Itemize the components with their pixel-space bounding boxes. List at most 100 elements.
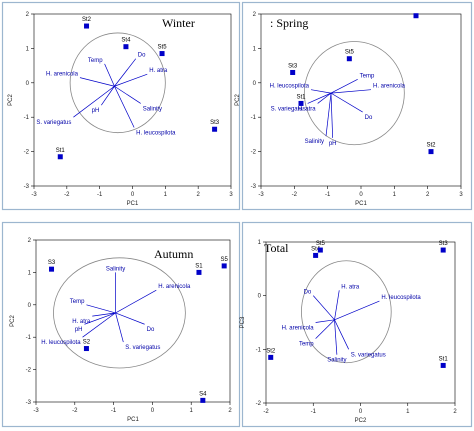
loading-vector-do: [115, 312, 145, 325]
site-point-st1: [440, 362, 446, 368]
variable-label-do: Do: [304, 290, 312, 296]
site-point-st5: [159, 51, 165, 57]
variable-label-s-variegatus: S. variegatus: [36, 120, 71, 126]
site-label-st5: St5: [345, 50, 355, 56]
y-tick-label: -1: [26, 335, 32, 341]
site-point-st3: [212, 126, 218, 132]
variable-label-h-leucospilota: H. leucospilota: [136, 131, 176, 137]
x-tick-label: -1: [97, 192, 103, 198]
y-tick-label: 1: [26, 46, 30, 52]
y-tick-label: -3: [26, 400, 32, 406]
loading-vector-ph: [330, 93, 334, 138]
site-point-s4: [200, 397, 206, 403]
x-tick-label: 3: [229, 192, 233, 198]
loading-vector-h-leucospilota: [114, 86, 135, 128]
variable-label-h-atra: H. atra: [149, 68, 168, 74]
site-label-st1: St1: [439, 356, 449, 362]
x-axis-label: PC2: [355, 418, 367, 424]
variable-label-h-atra: H. atra: [72, 319, 91, 325]
site-point-st2: [428, 149, 434, 155]
y-tick-label: -2: [251, 150, 257, 156]
variable-label-h-arenicola: H. arenicola: [373, 84, 406, 90]
loading-vector-h-arenicola: [115, 289, 157, 314]
loading-vector-do: [312, 295, 335, 321]
variable-label-h-arenicola: H. arenicola: [46, 72, 79, 78]
loading-vector-h-arenicola: [79, 77, 115, 87]
x-tick-label: 2: [426, 192, 430, 198]
y-tick-label: 0: [258, 294, 262, 300]
variable-label-h-leucospilota: H. leucospilota: [270, 84, 310, 90]
variable-label-temp: Temp: [70, 299, 85, 305]
winter-biplot: -3 -2 -1 0 1 2 3 -3 -2 -1 0 1 2 PC1 PC2 Winter Do Temp H. …: [1, 1, 241, 211]
site-label-s4: S4: [199, 391, 207, 397]
total-axes-box: [265, 241, 456, 404]
site-label-st4: St4: [121, 38, 131, 44]
x-tick-label: -3: [258, 192, 264, 198]
variable-label-h-arenicola: H. arenicola: [158, 284, 191, 290]
total-title: Total: [264, 241, 289, 255]
y-axis-label: PC2: [10, 315, 16, 327]
winter-pca-panel: -3 -2 -1 0 1 2 3 -3 -2 -1 0 1 2 PC1 PC2 Winter Do Temp H. …: [1, 1, 241, 211]
x-tick-label: 0: [359, 409, 363, 415]
autumn-biplot: -3 -2 -1 0 1 2 -3 -2 -1 0 1 2 PC1 PC2 Autumn Salinity H.…: [1, 221, 241, 428]
site-label-st2: St2: [426, 143, 436, 149]
spring-biplot: -3 -2 -1 0 1 2 3 -3 -2 -1 0 1 2 PC1 PC2: Spring Temp H. …: [235, 1, 473, 211]
site-point-st2: [268, 354, 274, 360]
y-tick-label: -2: [24, 150, 30, 156]
site-label-st1: St1: [56, 148, 66, 154]
x-tick-label: -1: [111, 408, 117, 414]
y-axis-label: PC3: [240, 316, 246, 328]
correlation-circle: [301, 260, 392, 364]
site-label-st2: St2: [266, 348, 276, 354]
correlation-circle: [69, 32, 166, 134]
y-tick-label: 0: [28, 303, 32, 309]
loading-vector-h-atra: [92, 312, 116, 317]
loading-vector-ph: [101, 86, 115, 106]
site-label-st3: St3: [210, 120, 220, 126]
spring-title: : Spring: [270, 16, 308, 30]
site-point-st3: [440, 247, 446, 253]
variable-label-s-variegatus: S. variegatus: [271, 106, 306, 112]
site-point-s2: [83, 346, 89, 352]
y-axis-label: PC2: [8, 94, 14, 106]
site-point: [413, 13, 419, 19]
x-tick-label: 2: [453, 409, 457, 415]
site-point-st5: [346, 56, 352, 62]
x-tick-label: 1: [406, 409, 410, 415]
loading-vector-do: [330, 92, 363, 113]
loading-vector-temp: [315, 319, 335, 339]
loading-vector-h-atra: [114, 73, 148, 87]
variable-label-h-arenicola: H. arenicola: [282, 326, 315, 332]
variable-label-s-variegatus: S. variegatus: [351, 352, 386, 358]
loading-vector-s-variegatus: [334, 319, 350, 350]
site-label-s2: S2: [83, 340, 91, 346]
loading-vector-s-variegatus: [307, 92, 332, 104]
site-point-st4: [313, 252, 319, 258]
x-tick-label: 3: [459, 192, 463, 198]
autumn-axes-box: [35, 239, 231, 403]
loading-vector-h-arenicola: [315, 319, 335, 323]
loading-vector-s-variegatus: [73, 85, 115, 118]
site-point-st3: [290, 69, 296, 75]
loading-vector-do: [114, 58, 137, 87]
x-axis-label: PC1: [355, 201, 367, 207]
y-axis-label: PC2: [235, 94, 241, 106]
spring-axes-box: [260, 13, 462, 187]
variable-label-salinity: Salinity: [143, 106, 162, 112]
y-tick-label: -3: [251, 184, 257, 190]
y-tick-label: -1: [256, 347, 262, 353]
autumn-pca-panel: -3 -2 -1 0 1 2 -3 -2 -1 0 1 2 PC1 PC2 Autumn Salinity H.…: [1, 221, 241, 428]
correlation-circle: [303, 41, 405, 146]
variable-label-h-leucospilota: H. leucospilota: [381, 295, 421, 301]
variable-label-do: Do: [147, 327, 155, 333]
winter-frame: [1, 1, 241, 211]
variable-label-ph: pH: [329, 141, 337, 147]
loading-vector-ph: [84, 312, 116, 325]
site-point-st4: [123, 44, 129, 50]
x-axis-label: PC1: [127, 417, 139, 423]
x-tick-label: -3: [31, 192, 37, 198]
y-tick-label: -1: [251, 115, 257, 121]
loading-vector-salinity: [114, 85, 141, 104]
loading-vector-h-arenicola: [330, 89, 372, 94]
y-tick-label: -1: [24, 115, 30, 121]
